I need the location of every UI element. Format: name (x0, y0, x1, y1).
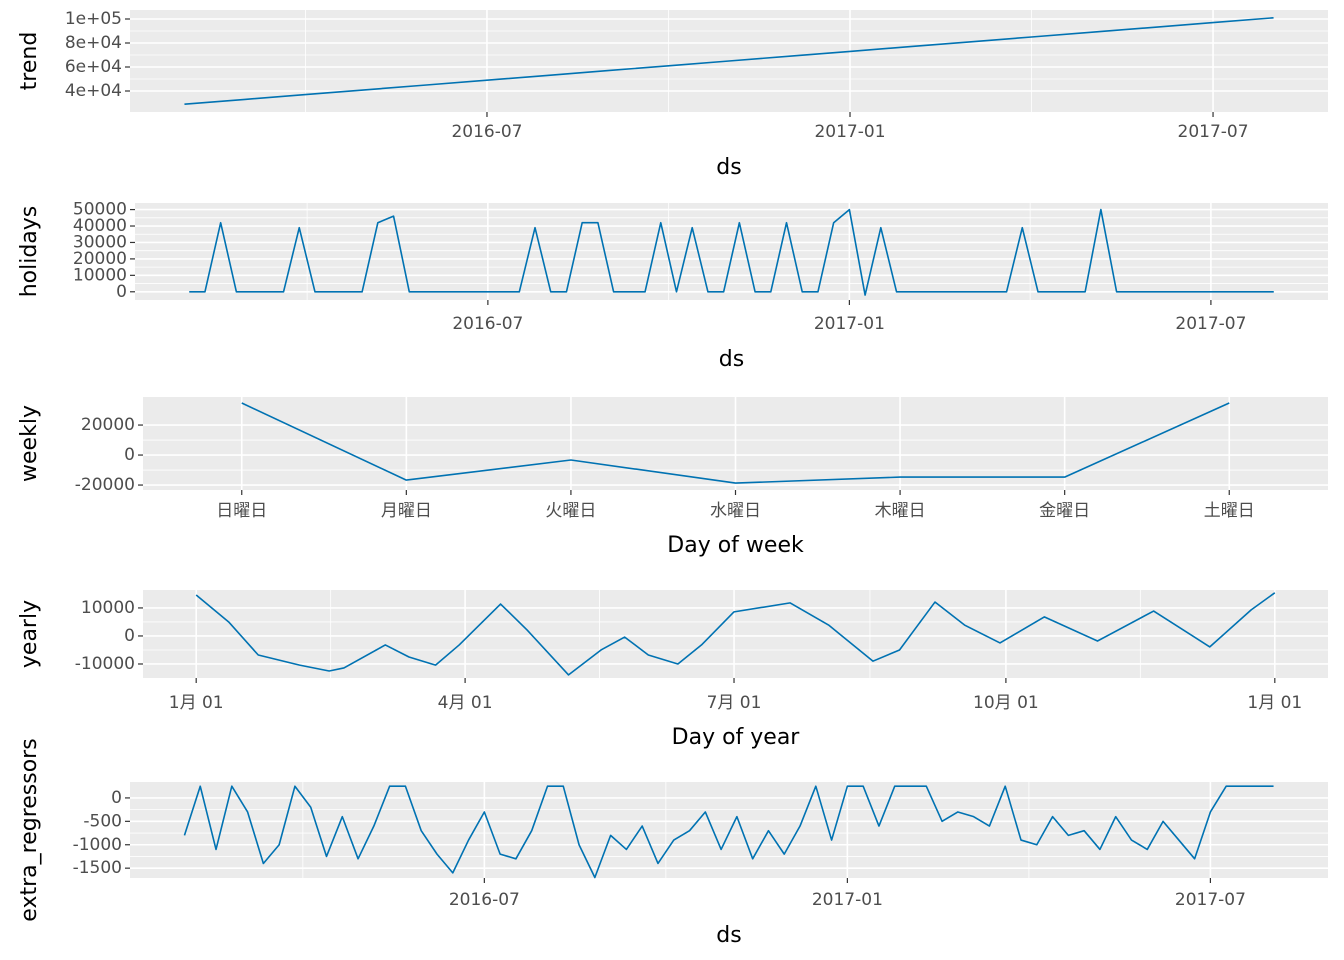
series-line (195, 592, 1276, 676)
y-axis-title: yearly (17, 600, 42, 668)
x-tick-label: 2017-01 (814, 122, 885, 142)
x-tick-label: 1月 01 (169, 693, 224, 713)
y-tick-label: -500 (83, 811, 122, 831)
x-tick-label: 2017-07 (1175, 314, 1246, 334)
y-tick-label: -1500 (73, 858, 122, 878)
x-tick-label: 4月 01 (438, 693, 493, 713)
y-axis-title: trend (17, 32, 42, 91)
y-tick-label: 50000 (73, 200, 127, 220)
x-tick-label: 2016-07 (451, 122, 522, 142)
x-tick-label: 2016-07 (449, 890, 520, 910)
y-tick-label: 40000 (73, 216, 127, 236)
y-tick-label: 8e+04 (65, 33, 122, 53)
x-axis-title: ds (716, 155, 741, 180)
x-tick-label: 2017-01 (812, 890, 883, 910)
x-tick-label: 2017-07 (1178, 122, 1249, 142)
x-tick-label: 日曜日 (216, 501, 267, 521)
x-tick-label: 月曜日 (381, 501, 432, 521)
x-tick-label: 2016-07 (452, 314, 523, 334)
y-tick-label: 10000 (73, 265, 127, 285)
y-tick-label: -20000 (75, 475, 135, 495)
x-tick-label: 7月 01 (707, 693, 762, 713)
y-tick-label: 10000 (81, 598, 135, 618)
x-tick-label: 土曜日 (1204, 501, 1255, 521)
y-axis-title: extra_regressors (17, 738, 42, 921)
panel-background (130, 782, 1328, 878)
y-tick-label: -1000 (73, 835, 122, 855)
x-tick-label: 10月 01 (973, 693, 1039, 713)
y-tick-label: 0 (124, 626, 135, 646)
series-line (183, 785, 1274, 879)
y-tick-label: 1e+05 (65, 9, 122, 29)
y-axis-title: holidays (17, 206, 42, 298)
x-axis-title: Day of year (672, 725, 801, 750)
y-tick-label: 0 (124, 445, 135, 465)
panel-background (143, 590, 1328, 678)
x-tick-label: 水曜日 (710, 501, 761, 521)
y-tick-label: 0 (116, 282, 127, 302)
x-axis-title: Day of week (667, 533, 804, 558)
x-tick-label: 2017-07 (1175, 890, 1246, 910)
y-tick-label: 20000 (73, 249, 127, 269)
y-tick-label: -10000 (75, 654, 135, 674)
x-axis-title: ds (716, 923, 741, 948)
y-tick-label: 0 (111, 788, 122, 808)
y-tick-label: 30000 (73, 232, 127, 252)
x-tick-label: 木曜日 (875, 501, 926, 521)
series-line (184, 17, 1274, 105)
x-tick-label: 金曜日 (1039, 501, 1090, 521)
y-tick-label: 6e+04 (65, 57, 122, 77)
series-line (241, 402, 1230, 484)
series-line (189, 208, 1274, 296)
x-axis-title: ds (719, 347, 744, 372)
y-tick-label: 4e+04 (65, 81, 122, 101)
x-tick-label: 2017-01 (814, 314, 885, 334)
x-tick-label: 火曜日 (545, 501, 596, 521)
y-tick-label: 20000 (81, 415, 135, 435)
x-tick-label: 1月 01 (1247, 693, 1302, 713)
y-axis-title: weekly (17, 405, 42, 482)
